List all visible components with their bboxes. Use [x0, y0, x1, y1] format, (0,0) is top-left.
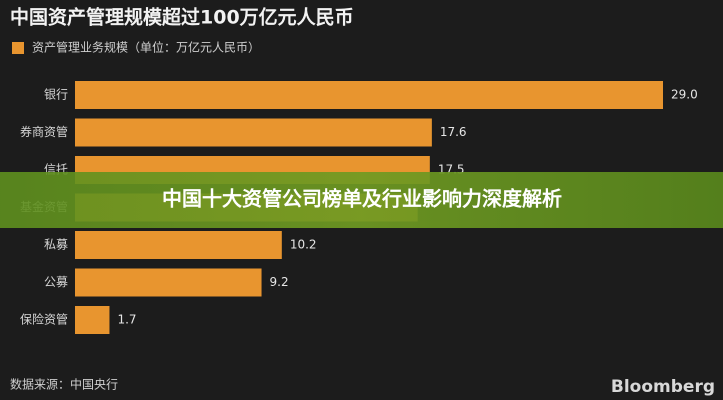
bar [75, 81, 663, 109]
bar [75, 268, 262, 297]
bar [75, 306, 110, 334]
y-tick-label: 私募 [44, 238, 68, 252]
brand: Bloomberg [611, 377, 715, 397]
y-tick-label: 保险资管 [20, 312, 68, 327]
y-tick-label: 公募 [44, 275, 68, 289]
y-tick-label: 银行 [44, 88, 68, 102]
bar [75, 118, 432, 147]
chart-title: 中国资产管理规模超过100万亿元人民币 [10, 6, 354, 29]
legend-swatch [12, 42, 24, 54]
value-label: 1.7 [117, 313, 136, 327]
value-label: 29.0 [671, 88, 698, 102]
banner-text: 中国十大资管公司榜单及行业影响力深度解析 [162, 187, 562, 211]
value-label: 10.2 [290, 238, 317, 252]
y-tick-label: 券商资管 [20, 124, 68, 139]
value-label: 17.6 [440, 125, 467, 139]
bar [75, 231, 282, 259]
source: 数据来源：中国央行 [10, 377, 118, 392]
legend-label: 资产管理业务规模（单位：万亿元人民币） [32, 40, 260, 55]
banner-band [0, 172, 723, 228]
value-label: 9.2 [270, 275, 289, 289]
